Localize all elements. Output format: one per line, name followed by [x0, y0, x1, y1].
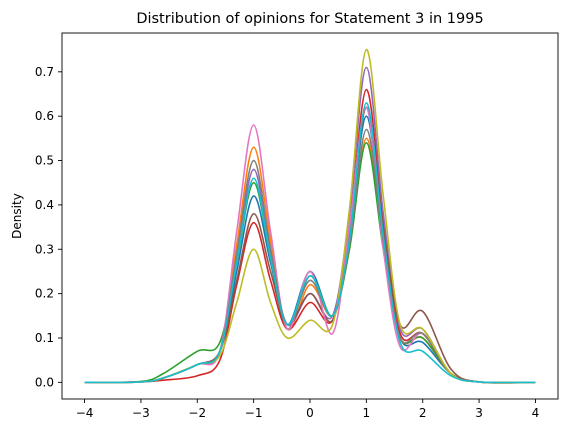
- y-tick-label: 0.4: [35, 198, 54, 212]
- y-tick-label: 0.7: [35, 65, 54, 79]
- x-tick-label: −4: [76, 406, 94, 420]
- series-line-8: [84, 128, 536, 384]
- series-line-3: [84, 142, 536, 384]
- ticks-layer: −4 −3 −2 −1 0 1 2 3 4 0.0 0.1 0.2 0.3 0.4 0.5 0.6 0.7: [35, 65, 539, 420]
- y-tick-label: 0.6: [35, 109, 54, 123]
- x-tick-label: 3: [475, 406, 483, 420]
- series-line-2: [84, 137, 536, 384]
- plot-area-frame: [61, 32, 559, 400]
- series-line-4: [84, 88, 536, 384]
- y-tick-label: 0.0: [35, 375, 54, 389]
- x-tick-label: 0: [306, 406, 314, 420]
- y-tick-label: 0.3: [35, 242, 54, 256]
- x-tick-label: −1: [245, 406, 263, 420]
- x-tick-label: 4: [532, 406, 540, 420]
- x-tick-label: −2: [188, 406, 206, 420]
- x-tick-label: 2: [419, 406, 427, 420]
- y-tick-label: 0.2: [35, 287, 54, 301]
- series-line-5: [84, 66, 536, 384]
- series-layer: [84, 48, 536, 384]
- series-line-9: [84, 48, 536, 384]
- series-line-6: [84, 106, 536, 384]
- series-line-10: [84, 102, 536, 384]
- y-tick-label: 0.1: [35, 331, 54, 345]
- x-tick-label: −3: [132, 406, 150, 420]
- chart-title: Distribution of opinions for Statement 3…: [136, 11, 483, 27]
- x-tick-label: 1: [363, 406, 371, 420]
- series-line-1: [84, 115, 536, 384]
- y-tick-label: 0.5: [35, 154, 54, 168]
- y-axis-label: Density: [10, 193, 24, 239]
- series-line-7: [84, 106, 536, 384]
